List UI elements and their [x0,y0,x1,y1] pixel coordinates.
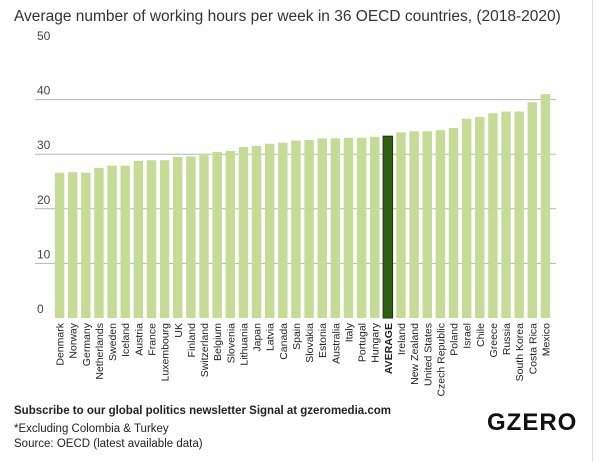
bar-sweden [107,165,117,318]
x-tick-label: Italy [343,322,355,342]
x-tick-label: United States [422,323,434,386]
subscribe-text: Subscribe to our global politics newslet… [14,405,392,417]
x-tick-label: Iceland [120,323,132,357]
bar-australia [330,138,341,318]
bar-netherlands [94,167,104,318]
bar-switzerland [199,153,209,318]
bar-spain [291,140,301,318]
x-tick-label: Poland [449,323,461,356]
x-tick-label: South Korea [514,323,526,382]
x-tick-label: Germany [81,322,93,366]
x-tick-label: Austria [133,323,145,356]
x-tick-label: Lithuania [238,323,250,366]
y-tick-label: 20 [37,193,51,207]
y-tick-label: 40 [37,84,51,98]
x-tick-label: Belgium [212,323,224,361]
x-tick-label: Norway [68,322,80,358]
x-tick-label: Hungary [370,322,382,362]
x-tick-label: Czech Republic [435,323,447,397]
x-tick-label: Israel [462,323,474,349]
x-tick-label: Mexico [540,323,552,356]
bar-slovakia [304,140,314,318]
chart-title: Average number of working hours per week… [14,8,561,25]
bar-costa-rica [527,102,538,318]
x-tick-label: Greece [488,323,500,358]
bar-hungary [369,136,380,318]
x-tick-label: Spain [291,323,303,350]
bar-estonia [317,138,327,318]
bar-austria [133,160,144,318]
x-tick-label: Chile [475,323,487,347]
x-tick-label: Slovakia [304,323,316,363]
bar-chart: 0 10 20 30 40 50 Denmark Norway Germany Netherlan… [35,29,556,397]
x-tick-label: Canada [278,323,290,360]
footnote: *Excluding Colombia & Turkey [14,423,169,435]
bar-germany [81,172,91,318]
bar-russia [501,111,511,318]
divider [592,0,593,462]
bar-united-states [422,131,432,318]
bar-finland [186,156,196,318]
bar-luxembourg [159,160,170,318]
bar-mexico [540,94,551,318]
bar-czech-republic [435,130,446,318]
x-tick-label: Netherlands [94,323,106,380]
x-tick-label: New Zealand [409,323,421,385]
bar-greece [488,113,498,318]
x-tick-label: Japan [252,323,264,352]
gzero-logo: GZERO [487,409,578,436]
bar-poland [448,127,459,318]
bar-uk [173,156,183,318]
x-tick-label: Sweden [107,323,119,361]
x-tick-label: AVERAGE [383,323,395,374]
y-tick-label: 50 [37,29,51,43]
x-tick-label: Latvia [265,323,277,351]
x-tick-label: Portugal [357,323,369,362]
bar-denmark [54,172,65,318]
x-tick-label: Finland [186,323,198,358]
bar-belgium [212,152,222,318]
bar-chile [475,117,485,319]
bar-italy [343,137,354,318]
bar-slovenia [225,150,236,318]
bar-new-zealand [409,131,419,318]
x-tick-label: Switzerland [199,323,211,377]
bar-france [146,160,157,318]
bar-lithuania [238,147,249,318]
x-tick-label: Costa Rica [527,323,539,375]
y-tick-label: 0 [37,302,44,316]
x-tick-label: France [146,323,158,356]
x-tick-label: Ireland [396,323,408,355]
y-tick-label: 30 [37,138,51,152]
x-tick-label: Luxembourg [160,323,172,382]
bar-canada [278,142,288,318]
bar-israel [461,118,472,319]
bar-ireland [396,132,406,318]
x-tick-label: Russia [501,323,513,355]
x-tick-label: Slovenia [225,323,237,363]
bar-latvia [264,143,275,318]
x-tick-label: UK [173,323,185,338]
x-tick-label: Estonia [317,323,329,358]
x-tick-label: Australia [330,323,342,364]
x-tick-label: Denmark [55,322,67,365]
y-tick-label: 10 [37,247,51,261]
bar-japan [251,146,262,318]
bar-average [382,135,394,319]
source-text: Source: OECD (latest available data) [14,438,203,450]
bar-south-korea [514,111,524,318]
bar-norway [67,172,78,318]
bar-iceland [120,165,130,318]
bar-portugal [356,137,367,318]
